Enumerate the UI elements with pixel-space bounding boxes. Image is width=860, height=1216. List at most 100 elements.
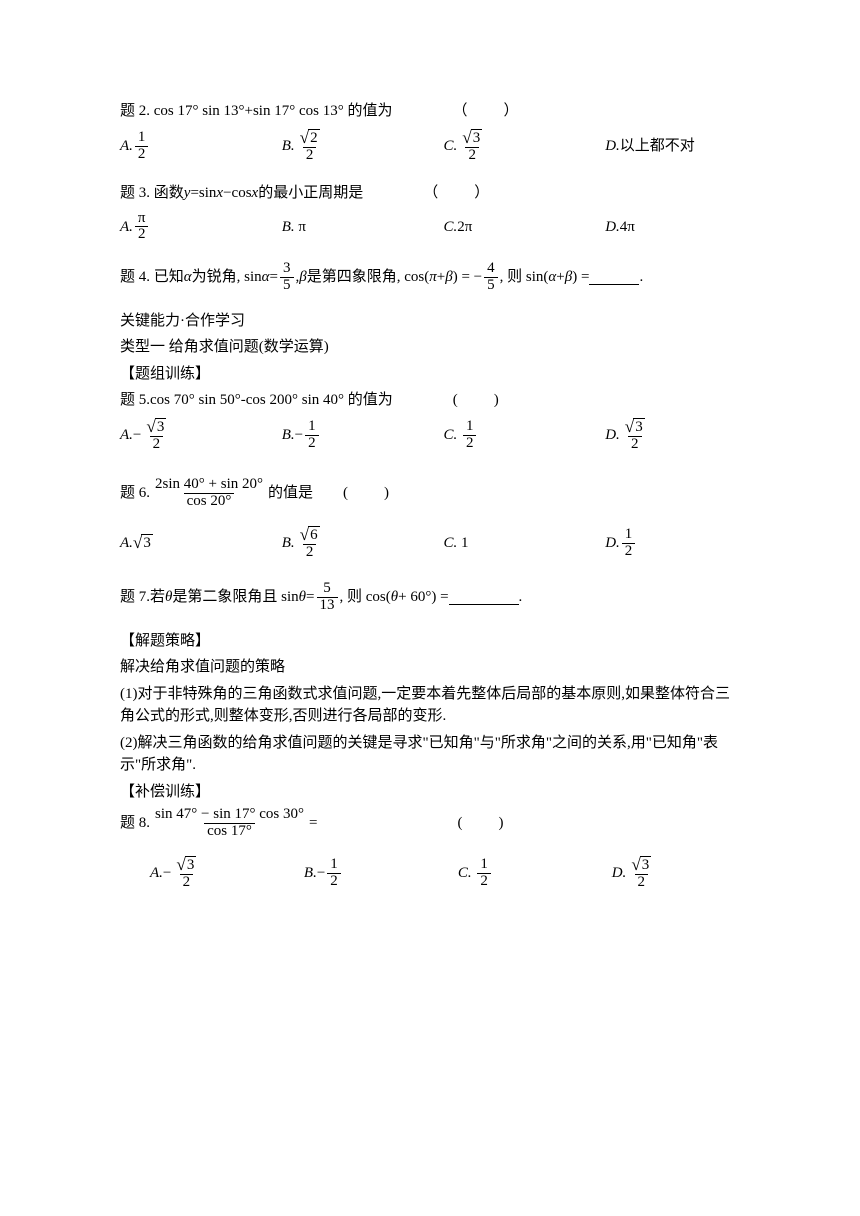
q2-opt-a[interactable]: A. 12 [120,130,282,163]
t: 的值是 [268,482,313,505]
d: 5 [280,277,294,294]
q7-stem: 题 7.若 θ 是第二象限角且 sin θ = 513 , 则 cos( θ +… [120,581,740,614]
d: 2 [327,873,341,890]
t: 1 [461,532,469,555]
n: 2sin 40° + sin 20° [152,477,266,493]
beta: β [445,266,452,289]
opt-label: C. [443,532,457,555]
a: 3 [141,534,153,552]
q6-options: A. √3 B. √62 C. 1 D. 12 [120,526,740,562]
q6-opt-c[interactable]: C. 1 [443,532,605,555]
eq: = [270,266,278,289]
q5-opt-d[interactable]: D. √32 [605,418,740,454]
blank [589,270,639,285]
heading: 【题组训练】 [120,363,740,386]
q2-opt-c[interactable]: C. √32 [443,129,605,165]
a: 6 [308,526,320,544]
heading: 关键能力·合作学习 [120,310,740,333]
q3-opt-b[interactable]: B. π [282,216,444,239]
opt-label: C. [443,135,457,158]
q2-opt-b[interactable]: B. √22 [282,129,444,165]
q6-opt-d[interactable]: D. 12 [605,527,740,560]
q8-opt-c[interactable]: C. 12 [458,857,612,890]
body: (1)对于非特殊角的三角函数式求值问题,一定要本着先整体后局部的基本原则,如果整… [120,683,740,728]
opt-text: 以上都不对 [620,135,695,158]
d: 13 [317,597,338,614]
q5-options: A. − √32 B. − 12 C. 12 D. √32 [120,418,740,454]
t: 题 5.cos 70° sin 50°-cos 200° sin 40° 的值为 [120,389,393,412]
opt-label: D. [605,135,620,158]
q6-opt-a[interactable]: A. √3 [120,532,282,555]
q2-opt-d[interactable]: D. 以上都不对 [605,135,740,158]
t: 题 4. 已知 [120,266,184,289]
opt-label: B. [282,135,295,158]
q6-opt-b[interactable]: B. √62 [282,526,444,562]
frac-num: π [135,211,149,227]
opt-label: A. [120,532,133,555]
var-x: x [252,182,259,205]
d: 2 [305,435,319,452]
alpha: α [184,266,192,289]
q3-opt-d[interactable]: D. 4π [605,216,740,239]
opt-label: A. [120,135,133,158]
q6-paren: ( ) [343,482,391,505]
opt-label: B. [304,862,317,885]
opt-text: 4π [620,216,635,239]
d: 2 [477,873,491,890]
opt-label: C. [443,216,457,239]
t: 题 7.若 [120,586,165,609]
n: 1 [622,527,636,543]
t: + 60°) = [398,586,448,609]
frac-den: 2 [135,146,149,163]
opt-text: π [298,216,306,239]
t: 题 3. 函数 [120,182,184,205]
t: =sin [190,182,216,205]
q8-opt-a[interactable]: A. − √32 [150,856,304,892]
q5-stem: 题 5.cos 70° sin 50°-cos 200° sin 40° 的值为… [120,389,740,412]
frac-den: 2 [303,147,317,164]
t: ) = − [453,266,482,289]
q3-opt-c[interactable]: C. 2π [443,216,605,239]
t: 题 6. [120,482,150,505]
n: 5 [320,581,334,597]
blank [449,590,519,605]
beta: β [565,266,572,289]
d: cos 20° [184,493,235,510]
d: cos 17° [204,823,255,840]
q3-opt-a[interactable]: A. π2 [120,211,282,244]
q2-text: 题 2. cos 17° sin 13°+sin 17° cos 13° 的值为 [120,100,392,123]
q2-paren: （ ） [452,100,520,123]
t: 题 8. [120,812,150,835]
neg: − [133,424,141,447]
opt-text: 2π [457,216,472,239]
d: 2 [150,436,164,453]
t: −cos [223,182,251,205]
n: 4 [484,261,498,277]
frac-num: 1 [135,130,149,146]
q8-opt-d[interactable]: D. √32 [612,856,740,892]
q5-opt-c[interactable]: C. 12 [443,419,605,452]
opt-label: A. [120,424,133,447]
q5-opt-a[interactable]: A. − √32 [120,418,282,454]
q8-options: A. − √32 B. − 12 C. 12 D. √32 [120,856,740,892]
q3-stem: 题 3. 函数 y =sin x −cos x 的最小正周期是 （ ） [120,182,740,205]
d: 5 [484,277,498,294]
n: 1 [327,857,341,873]
opt-label: D. [605,532,620,555]
q6-stem: 题 6. 2sin 40° + sin 20°cos 20° 的值是 ( ) [120,477,740,510]
neg: − [295,424,303,447]
q5-opt-b[interactable]: B. − 12 [282,419,444,452]
heading: 【补偿训练】 [120,781,740,804]
opt-label: B. [282,424,295,447]
d: 2 [180,874,194,891]
q8-opt-b[interactable]: B. − 12 [304,857,458,890]
d: 2 [635,874,649,891]
body: (2)解决三角函数的给角求值问题的关键是寻求"已知角"与"所求角"之间的关系,用… [120,732,740,777]
heading: 解决给角求值问题的策略 [120,656,740,679]
heading: 类型一 给角求值问题(数学运算) [120,336,740,359]
n: 3 [280,261,294,277]
dot: . [519,586,523,609]
neg: − [163,862,171,885]
theta: θ [299,586,306,609]
n: 1 [463,419,477,435]
